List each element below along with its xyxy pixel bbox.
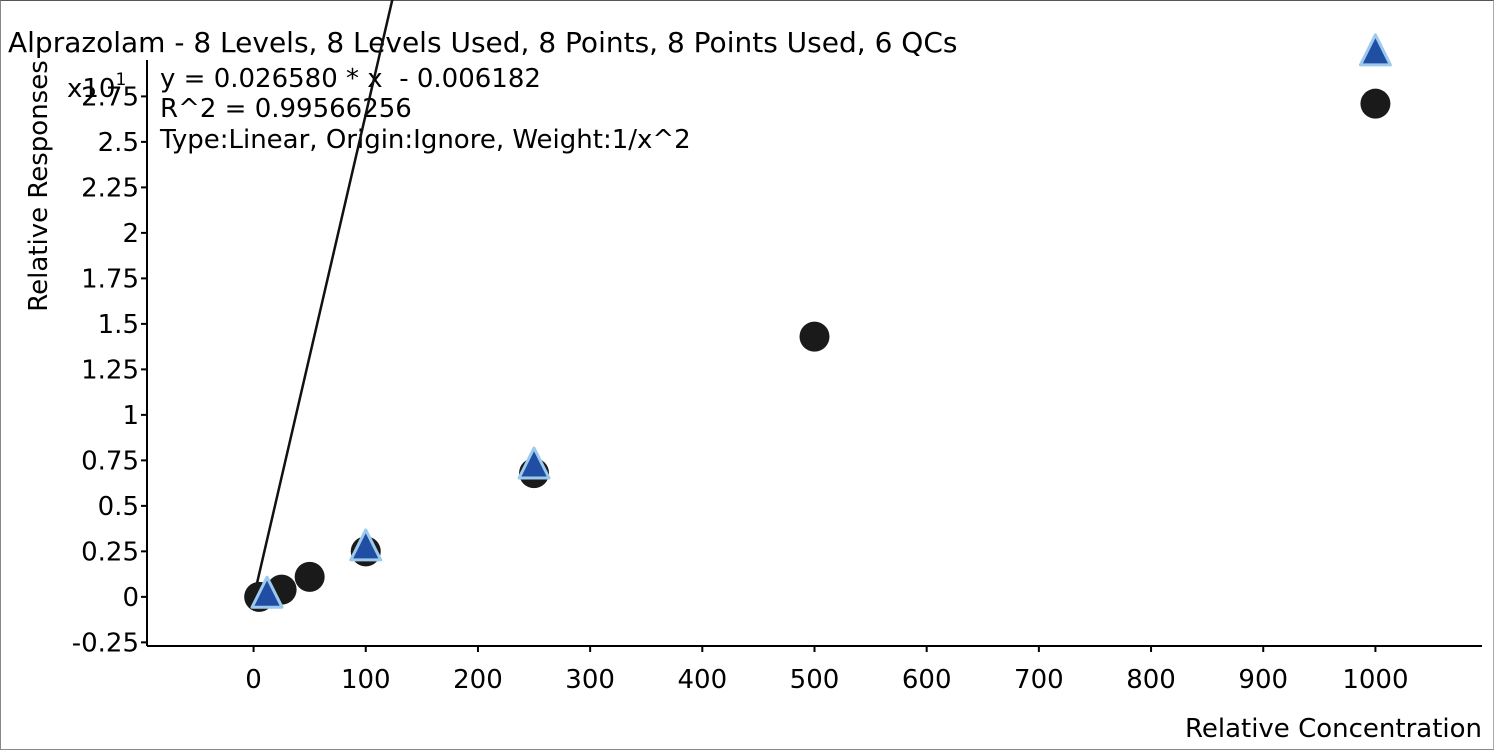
- y-tick-label: 1.25: [81, 355, 139, 385]
- y-axis-label: Relative Responses: [24, 60, 54, 312]
- calibration-point: [799, 321, 830, 352]
- y-tick-label: 2.75: [81, 82, 139, 112]
- y-tick-label: 0.5: [98, 492, 139, 522]
- y-tick-label: 1.5: [98, 310, 139, 340]
- calibration-point: [294, 561, 325, 592]
- y-multiplier-base: x10: [67, 74, 115, 104]
- y-multiplier: x101: [67, 70, 126, 104]
- data-points: [244, 33, 1392, 612]
- x-tick-label: 700: [1014, 665, 1064, 695]
- x-tick-label: 900: [1238, 665, 1288, 695]
- x-axis-label: Relative Concentration: [1185, 714, 1482, 744]
- fit-r-squared: R^2 = 0.99566256: [160, 94, 412, 124]
- qc-point: [517, 446, 551, 480]
- y-tick-label: 0: [122, 583, 139, 613]
- y-tick-label: 1.75: [81, 264, 139, 294]
- qc-point: [250, 575, 284, 609]
- chart-title: Alprazolam - 8 Levels, 8 Levels Used, 8 …: [8, 26, 957, 59]
- qc-point: [349, 528, 383, 562]
- calibration-point: [1360, 88, 1391, 119]
- x-tick-label: 600: [902, 665, 952, 695]
- x-tick-label: 800: [1126, 665, 1176, 695]
- qc-point: [1358, 33, 1392, 67]
- x-tick-label: 1000: [1342, 665, 1408, 695]
- y-multiplier-exp: 1: [115, 70, 126, 90]
- y-tick-label: 2.25: [81, 173, 139, 203]
- x-ticks: 0 100 200 300 400 500 600 700 800 900 1000: [245, 646, 1409, 695]
- x-tick-label: 0: [245, 665, 262, 695]
- x-tick-label: 100: [341, 665, 391, 695]
- y-tick-label: 0.75: [81, 446, 139, 476]
- fit-equation: y = 0.026580 * x - 0.006182: [160, 64, 541, 94]
- x-tick-label: 300: [565, 665, 615, 695]
- x-tick-label: 500: [790, 665, 840, 695]
- y-tick-label: 2: [122, 219, 139, 249]
- y-tick-label: -0.25: [72, 628, 139, 658]
- y-ticks: -0.25 0 0.25 0.5 0.75 1 1.25 1.5 1.75 2 2.25 2.5 2.7…: [72, 82, 147, 658]
- y-tick-label: 1: [122, 401, 139, 431]
- x-tick-label: 400: [677, 665, 727, 695]
- x-tick-label: 200: [453, 665, 503, 695]
- fit-info: Type:Linear, Origin:Ignore, Weight:1/x^2: [159, 125, 691, 155]
- y-tick-label: 2.5: [98, 128, 139, 158]
- y-tick-label: 0.25: [81, 537, 139, 567]
